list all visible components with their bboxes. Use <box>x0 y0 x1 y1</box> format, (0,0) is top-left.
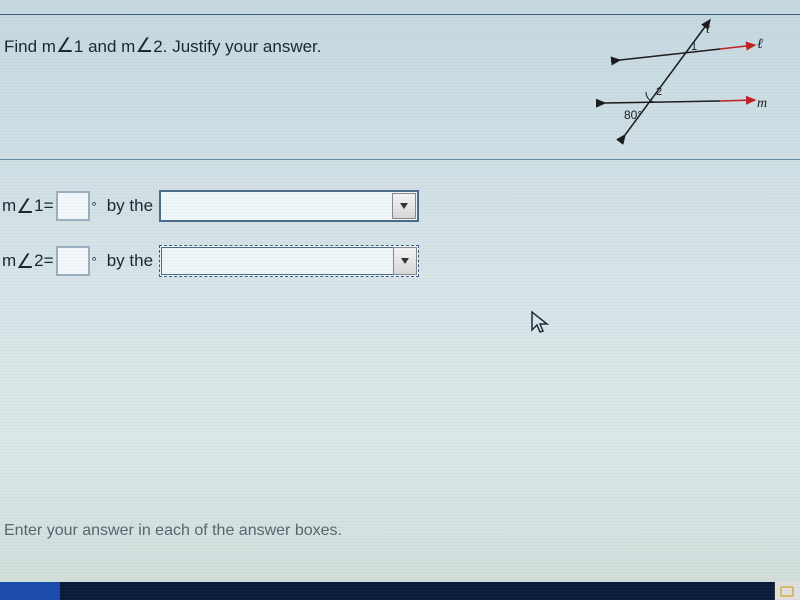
reason2-dropdown-button[interactable] <box>393 247 417 275</box>
reason1-dropdown[interactable] <box>159 190 419 222</box>
taskbar-tray-icon[interactable] <box>780 584 794 598</box>
r2-pre: m <box>2 251 16 271</box>
r1-bythe: by the <box>107 196 153 216</box>
taskbar <box>0 582 800 600</box>
q-prefix: Find m <box>4 37 56 56</box>
footer-instruction: Enter your answer in each of the answer … <box>4 522 342 540</box>
reason2-dropdown[interactable] <box>159 245 419 277</box>
r1-eq: = <box>44 196 54 216</box>
geometry-diagram: t ℓ m 1 2 80° <box>560 15 770 160</box>
m-label: m <box>757 96 767 111</box>
r2-eq: = <box>44 251 54 271</box>
angle-symbol: ∠ <box>16 249 34 274</box>
question-text: Find m∠1 and m∠2. Justify your answer. <box>4 33 322 58</box>
q-mid: and m <box>83 37 135 56</box>
q-a1: 1 <box>74 37 83 56</box>
angle-symbol: ∠ <box>56 35 74 57</box>
r2-num: 2 <box>34 251 43 271</box>
given-angle: 80° <box>624 108 642 122</box>
q-a2: 2 <box>153 37 162 56</box>
mouse-cursor-icon <box>530 310 550 336</box>
angle-symbol: ∠ <box>16 194 34 219</box>
answer-row-1: m∠1 = ° by the <box>2 190 419 222</box>
taskbar-start[interactable] <box>0 582 60 600</box>
degree-symbol: ° <box>92 254 97 269</box>
angle2-input[interactable] <box>56 246 90 276</box>
r2-bythe: by the <box>107 251 153 271</box>
l-label: ℓ <box>757 37 763 52</box>
chevron-down-icon <box>400 256 410 266</box>
t-label: t <box>706 22 711 37</box>
r1-num: 1 <box>34 196 43 216</box>
answer-row-2: m∠2 = ° by the <box>2 245 419 277</box>
chevron-down-icon <box>399 201 409 211</box>
angle1-input[interactable] <box>56 191 90 221</box>
angle-symbol: ∠ <box>135 35 153 57</box>
degree-symbol: ° <box>92 199 97 214</box>
angle1-label: 1 <box>691 41 697 53</box>
q-suffix: . Justify your answer. <box>163 37 322 56</box>
taskbar-space <box>60 582 434 600</box>
question-area: Find m∠1 and m∠2. Justify your answer. <box>0 15 800 160</box>
reason1-dropdown-button[interactable] <box>392 193 416 219</box>
r1-pre: m <box>2 196 16 216</box>
angle2-label: 2 <box>656 86 662 98</box>
